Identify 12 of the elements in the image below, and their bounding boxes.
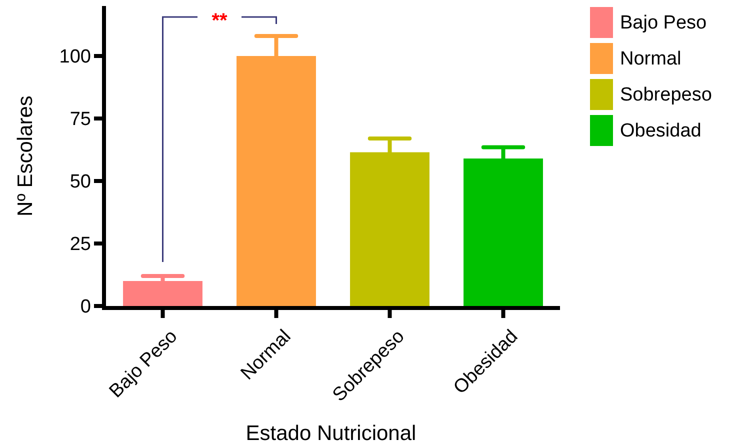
legend-label: Sobrepeso [620,84,712,106]
y-tick-label: 75 [70,109,91,130]
x-axis-title: Estado Nutricional [246,422,416,445]
y-tick-label: 25 [70,234,91,256]
annotation: ** [212,10,228,32]
y-tick-label: 100 [59,46,91,68]
legend-label: Normal [620,48,682,70]
y-axis-title: Nº Escolares [14,96,37,216]
legend-label: Obesidad [620,120,702,142]
y-tick-label: 50 [70,172,91,193]
y-tick-label: 0 [80,296,91,318]
legend-label: Bajo Peso [620,12,707,34]
